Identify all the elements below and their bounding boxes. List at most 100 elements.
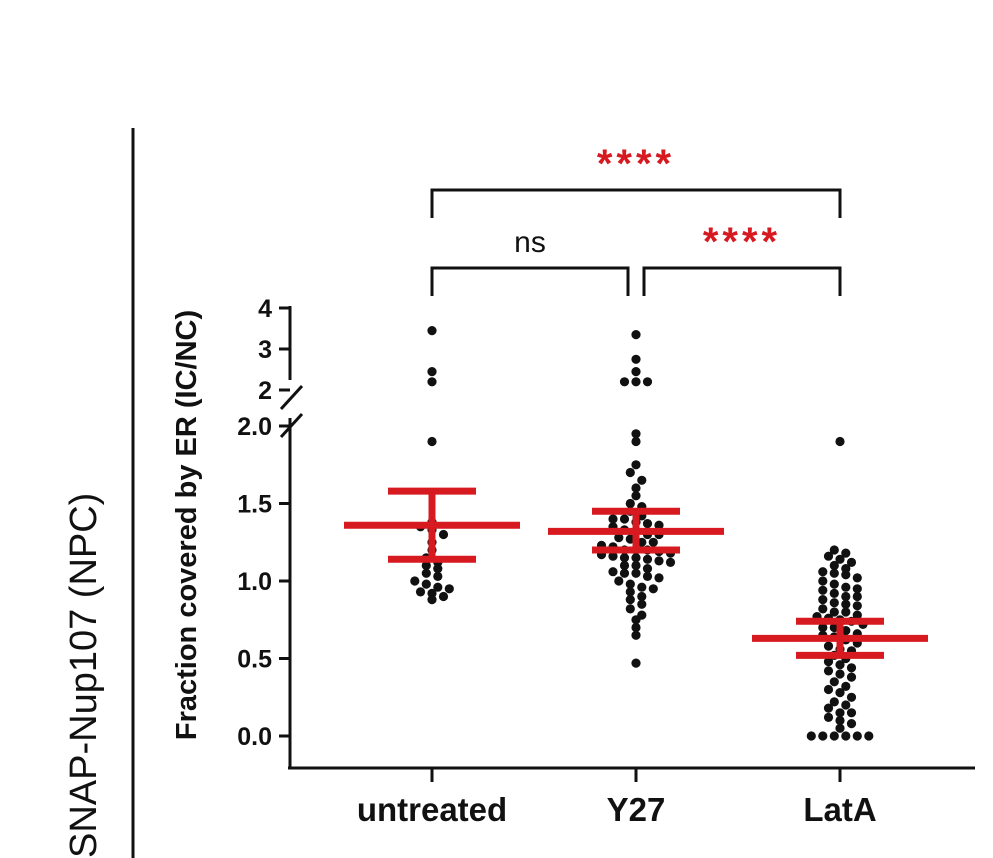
y-tick-label: 0.5 <box>237 646 272 674</box>
data-point-lata <box>818 567 828 577</box>
data-point-y27 <box>631 354 641 364</box>
data-point-y27 <box>631 483 641 493</box>
y-tick-label: 2 <box>258 377 272 405</box>
data-point-y27 <box>665 557 676 568</box>
data-point-lata <box>818 576 828 586</box>
data-point-y27 <box>631 491 641 501</box>
bracket-y27-lata <box>642 266 842 296</box>
data-point-lata <box>835 688 845 698</box>
x-ticks: untreated Y27 LatA <box>357 768 877 828</box>
data-point-y27 <box>631 436 641 447</box>
data-point-y27 <box>642 377 653 387</box>
data-point-lata <box>835 669 845 679</box>
data-point-y27 <box>631 330 641 340</box>
data-point-y27 <box>608 551 618 561</box>
data-point-y27 <box>619 560 630 571</box>
data-point-untreated <box>427 436 437 447</box>
data-point-lata <box>829 697 839 707</box>
data-point-lata <box>829 731 839 741</box>
data-point-lata <box>818 595 828 605</box>
data-point-untreated <box>421 579 431 589</box>
data-point-y27 <box>631 568 641 578</box>
data-point-lata <box>835 436 845 447</box>
data-point-lata <box>835 723 845 733</box>
data-point-lata <box>841 582 851 592</box>
data-point-untreated <box>427 367 437 377</box>
data-point-lata <box>841 607 851 617</box>
data-point-y27 <box>637 582 647 592</box>
data-point-lata <box>829 568 839 578</box>
data-point-y27 <box>631 615 641 625</box>
data-point-lata <box>841 599 851 609</box>
data-point-y27 <box>648 537 658 547</box>
y-tick-label: 1.5 <box>237 491 272 519</box>
data-point-y27 <box>654 556 664 566</box>
data-point-lata <box>846 663 857 673</box>
data-point-lata <box>818 604 828 614</box>
data-point-y27 <box>631 460 641 470</box>
data-point-y27 <box>637 591 647 602</box>
data-point-untreated <box>433 582 443 592</box>
mean-ci-bars <box>344 487 928 659</box>
data-point-lata <box>846 719 857 729</box>
axis-break-mark-top <box>279 384 304 411</box>
data-point-untreated <box>427 326 437 336</box>
data-point-y27 <box>648 584 658 594</box>
y-tick-label: 4 <box>258 295 272 323</box>
data-point-lata <box>864 731 874 741</box>
data-point-untreated <box>410 576 420 586</box>
data-point-y27 <box>614 533 624 543</box>
data-point-lata <box>846 557 857 568</box>
data-point-y27 <box>642 564 653 574</box>
data-point-lata <box>852 610 862 620</box>
data-point-y27 <box>625 604 635 614</box>
data-point-y27 <box>631 429 641 439</box>
data-point-lata <box>846 692 857 702</box>
data-point-untreated <box>438 591 449 602</box>
data-point-y27 <box>631 367 641 377</box>
data-point-lata <box>823 657 834 667</box>
significance-label-y27-lata: **** <box>703 220 781 264</box>
data-point-y27 <box>625 579 635 589</box>
data-point-untreated <box>427 595 437 605</box>
data-point-untreated <box>433 571 443 582</box>
data-point-lata <box>823 666 834 676</box>
data-point-lata <box>852 601 862 611</box>
data-point-y27 <box>631 630 641 640</box>
significance-label-untreated-lata: **** <box>597 142 675 186</box>
data-point-y27 <box>608 567 618 577</box>
data-point-lata <box>829 545 839 555</box>
data-point-lata <box>835 554 845 564</box>
data-point-y27 <box>631 553 641 563</box>
data-point-y27 <box>625 587 635 597</box>
data-point-lata <box>852 584 862 594</box>
data-point-untreated <box>433 564 443 574</box>
data-point-lata <box>852 591 862 602</box>
data-point-lata <box>829 579 839 589</box>
data-point-lata <box>823 641 834 651</box>
data-point-y27 <box>631 622 641 633</box>
axes <box>279 306 975 770</box>
data-point-lata <box>829 607 839 617</box>
data-point-y27 <box>642 519 653 529</box>
data-point-y27 <box>654 520 664 530</box>
data-point-y27 <box>637 599 647 609</box>
bracket-untreated-lata <box>430 188 842 218</box>
data-point-untreated <box>438 529 449 540</box>
data-point-y27 <box>619 377 630 387</box>
category-label-lata: LatA <box>803 791 876 828</box>
data-point-y27 <box>654 573 664 583</box>
data-point-lata <box>823 684 834 695</box>
y-ticks: 0.0 0.5 1.0 1.5 2.0 2 3 4 <box>237 295 290 751</box>
data-point-y27 <box>608 514 618 524</box>
data-point-lata <box>841 548 851 558</box>
data-point-y27 <box>642 571 653 582</box>
y-axis-title: Fraction covered by ER (IC/NC) <box>171 310 203 740</box>
data-point-lata <box>829 598 839 608</box>
data-point-lata <box>835 708 845 718</box>
data-point-lata <box>852 573 862 583</box>
data-point-y27 <box>631 658 641 668</box>
data-point-y27 <box>619 568 630 578</box>
data-point-lata <box>823 712 834 723</box>
data-point-y27 <box>614 576 624 586</box>
